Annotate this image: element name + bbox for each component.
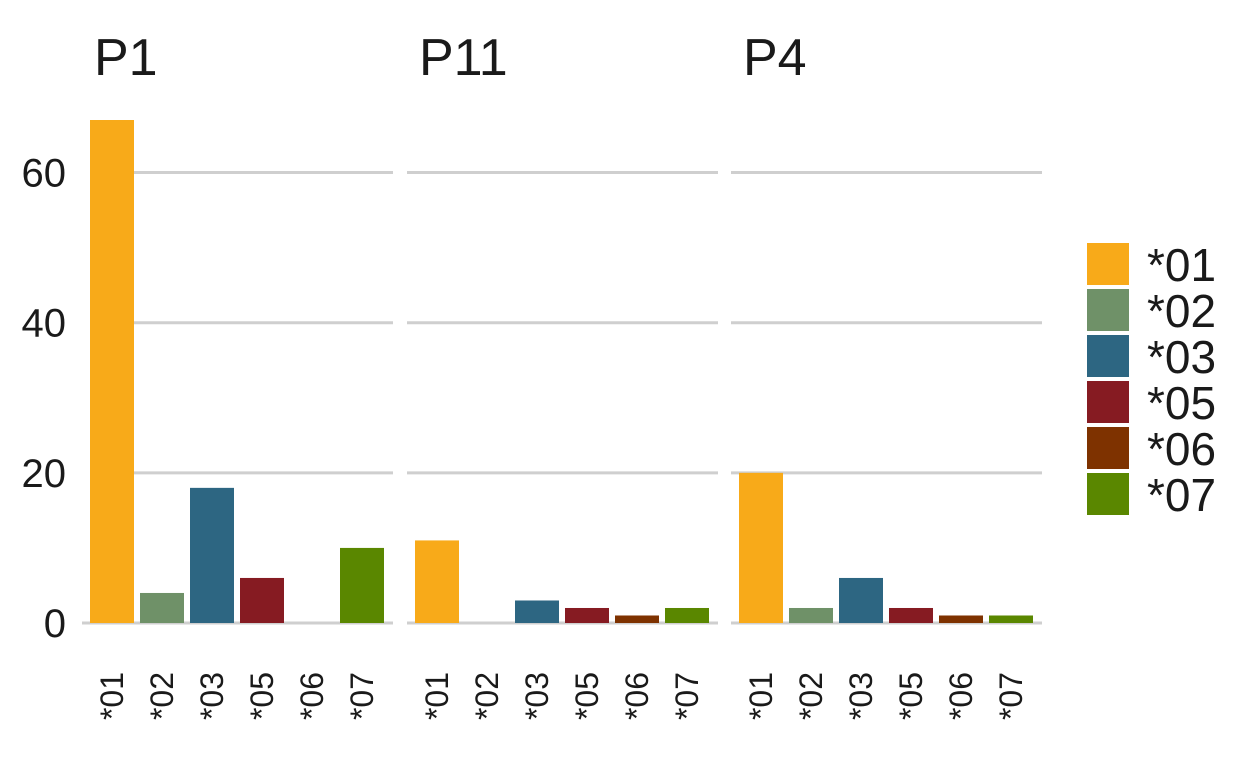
y-tick-label: 20 bbox=[22, 452, 67, 496]
x-tick-label: *01 bbox=[419, 672, 455, 720]
bar bbox=[140, 592, 184, 623]
legend-item: *03 bbox=[1087, 331, 1216, 383]
legend: *01*02*03*05*06*07 bbox=[1087, 239, 1216, 521]
y-tick-label: 60 bbox=[22, 152, 67, 196]
legend-item: *07 bbox=[1087, 469, 1216, 521]
bar bbox=[989, 615, 1033, 623]
bar bbox=[939, 615, 983, 623]
y-axis: 0 20 40 60 bbox=[22, 152, 67, 646]
legend-swatch bbox=[1087, 427, 1129, 469]
bar bbox=[665, 607, 709, 623]
legend-label: *06 bbox=[1147, 423, 1216, 475]
bar bbox=[739, 472, 783, 623]
x-tick-label: *07 bbox=[344, 672, 380, 720]
facet-title: P11 bbox=[419, 29, 508, 87]
x-tick-label: *06 bbox=[619, 672, 655, 720]
y-tick-label: 0 bbox=[44, 602, 66, 646]
legend-label: *05 bbox=[1147, 377, 1216, 429]
bar bbox=[190, 487, 234, 623]
x-tick-label: *05 bbox=[569, 672, 605, 720]
x-tick-label: *07 bbox=[669, 672, 705, 720]
legend-label: *07 bbox=[1147, 469, 1216, 521]
legend-label: *03 bbox=[1147, 331, 1216, 383]
facet-title: P4 bbox=[743, 29, 807, 87]
legend-swatch bbox=[1087, 381, 1129, 423]
bar bbox=[515, 600, 559, 623]
x-tick-label: *01 bbox=[743, 672, 779, 720]
x-tick-label: *03 bbox=[519, 672, 555, 720]
legend-swatch bbox=[1087, 243, 1129, 285]
x-tick-label: *06 bbox=[943, 672, 979, 720]
legend-item: *01 bbox=[1087, 239, 1216, 291]
x-tick-label: *01 bbox=[94, 672, 130, 720]
bar bbox=[90, 120, 134, 623]
legend-item: *06 bbox=[1087, 423, 1216, 475]
bar bbox=[565, 607, 609, 623]
x-tick-label: *02 bbox=[469, 672, 505, 720]
x-tick-label: *05 bbox=[893, 672, 929, 720]
chart-panels: P1 *01 *02 *03 *05 *06 *07 P11 *01 *02 *03 *05 *06 *0… bbox=[82, 29, 1042, 720]
facet-panel: P11 *01 *02 *03 *05 *06 *07 bbox=[407, 29, 718, 720]
bar bbox=[340, 547, 384, 623]
legend-swatch bbox=[1087, 289, 1129, 331]
x-tick-label: *05 bbox=[244, 672, 280, 720]
legend-swatch bbox=[1087, 473, 1129, 515]
x-tick-label: *06 bbox=[294, 672, 330, 720]
x-tick-label: *02 bbox=[144, 672, 180, 720]
legend-item: *02 bbox=[1087, 285, 1216, 337]
facet-title: P1 bbox=[94, 29, 158, 87]
x-tick-label: *07 bbox=[993, 672, 1029, 720]
facet-panel: P1 *01 *02 *03 *05 *06 *07 bbox=[82, 29, 393, 720]
legend-swatch bbox=[1087, 335, 1129, 377]
legend-label: *01 bbox=[1147, 239, 1216, 291]
bar bbox=[889, 607, 933, 623]
x-tick-label: *02 bbox=[793, 672, 829, 720]
y-tick-label: 40 bbox=[22, 302, 67, 346]
x-tick-label: *03 bbox=[843, 672, 879, 720]
bar bbox=[839, 577, 883, 623]
legend-item: *05 bbox=[1087, 377, 1216, 429]
x-tick-label: *03 bbox=[194, 672, 230, 720]
facet-panel: P4 *01 *02 *03 *05 *06 *07 bbox=[731, 29, 1042, 720]
bar bbox=[615, 615, 659, 623]
bar bbox=[789, 607, 833, 623]
bar bbox=[415, 540, 459, 623]
legend-label: *02 bbox=[1147, 285, 1216, 337]
bar bbox=[240, 577, 284, 623]
